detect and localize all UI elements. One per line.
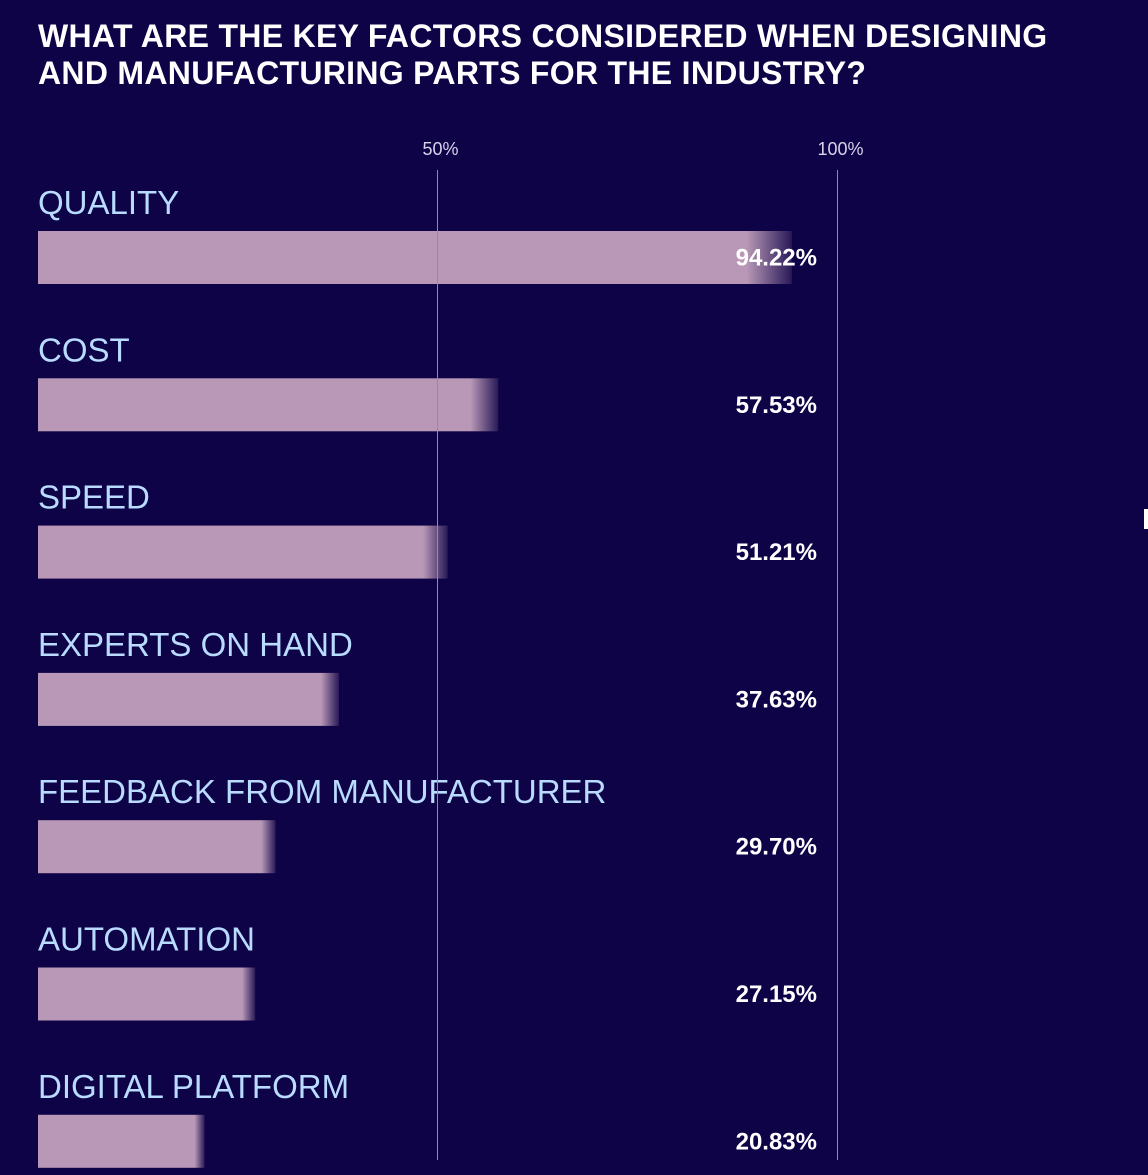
bar-experts-on-hand [38,672,339,726]
category-label: COST [38,331,130,368]
value-label: 37.63% [736,686,817,713]
category-label: FEEDBACK FROM MANUFACTURER [38,773,606,810]
value-label: 51.21% [736,539,817,566]
value-label: 27.15% [736,981,817,1008]
bar-speed [38,525,448,579]
value-label: 57.53% [736,392,817,419]
category-label: SPEED [38,479,150,516]
bar-cost [38,378,499,432]
bar-quality [38,231,792,284]
value-label: 20.83% [736,1128,817,1155]
bars-group [38,231,792,1168]
bar-digital-platform [38,1114,205,1168]
category-label: AUTOMATION [38,921,255,958]
category-label: DIGITAL PLATFORM [38,1068,349,1105]
bar-automation [38,967,256,1021]
tick-label: 50% [422,139,458,159]
tick-label: 100% [817,139,863,159]
edge-marker [1144,509,1148,529]
category-label: QUALITY [38,184,179,221]
category-label: EXPERTS ON HAND [38,626,353,663]
value-label: 29.70% [736,834,817,861]
chart-title: WHAT ARE THE KEY FACTORS CONSIDERED WHEN… [38,18,1048,91]
bar-feedback-from-manufacturer [38,820,276,874]
value-label: 94.22% [736,245,817,272]
